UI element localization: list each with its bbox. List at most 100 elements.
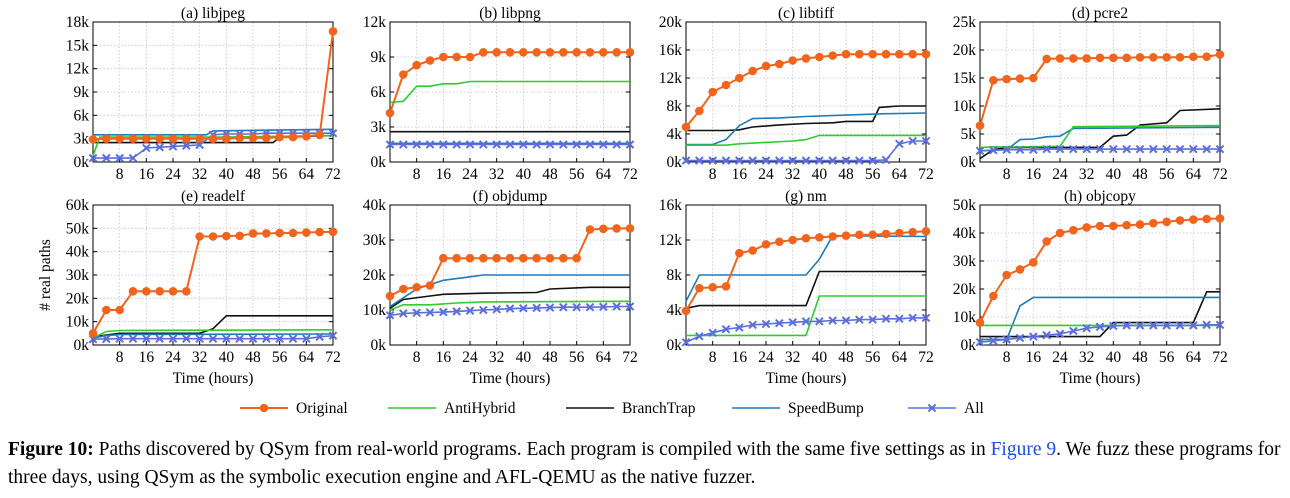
series-line-speedbump	[980, 296, 1220, 341]
x-tick-label: 16	[139, 349, 155, 366]
data-point-all	[681, 338, 691, 347]
chart-panel-a-libjpeg: 0k 3k 6k 9k 12k 15k 18k 8 16 24 32 40 48 56 64 72 (a) li…	[66, 5, 341, 183]
data-point-original	[1215, 214, 1225, 223]
legend-marker-circle	[259, 403, 269, 413]
data-point-original	[315, 130, 324, 140]
data-point-original	[828, 51, 837, 60]
data-point-all	[412, 140, 421, 149]
data-point-all	[881, 314, 891, 324]
y-tick-label: 40k	[363, 197, 387, 214]
series-line-original	[979, 53, 1221, 126]
chart-title: (d) pcre2	[1072, 5, 1128, 22]
data-point-all	[1055, 144, 1065, 154]
data-point-original	[1095, 221, 1105, 231]
data-point-all	[735, 156, 744, 165]
data-point-original	[1069, 54, 1078, 63]
data-point-original	[1149, 52, 1158, 62]
legend: Original AntiHybrid BranchTrap SpeedBump All	[240, 400, 984, 417]
data-point-original	[908, 227, 917, 237]
data-point-original	[908, 49, 917, 59]
x-tick-label: 40	[812, 166, 828, 183]
data-point-all	[908, 313, 917, 323]
data-point-all	[1042, 144, 1051, 154]
data-point-original	[115, 134, 124, 143]
data-point-original	[262, 133, 271, 143]
y-tick-label: 6k	[371, 84, 387, 101]
data-point-original	[975, 121, 985, 130]
data-point-original	[572, 48, 581, 57]
data-point-original	[262, 229, 271, 238]
y-tick-label: 15k	[953, 70, 977, 87]
data-point-all	[612, 140, 621, 149]
x-tick-label: 16	[732, 166, 748, 183]
x-tick-label: 16	[436, 166, 452, 183]
data-point-all	[425, 140, 435, 149]
data-point-all	[492, 140, 501, 149]
figure-9-link[interactable]: Figure 9	[990, 439, 1057, 460]
data-point-all	[385, 310, 395, 320]
y-tick-label: 20k	[953, 281, 977, 298]
y-tick-label: 10k	[953, 98, 977, 115]
x-tick-label: 40	[1106, 166, 1122, 183]
x-tick-label: 40	[1106, 349, 1122, 366]
data-point-original	[855, 49, 864, 59]
y-tick-label: 6k	[74, 107, 90, 124]
x-tick-label: 8	[1003, 349, 1011, 366]
data-point-original	[868, 230, 877, 240]
x-tick-label: 32	[192, 349, 208, 366]
data-point-original	[1149, 218, 1158, 228]
data-point-all	[1189, 144, 1198, 154]
figure-caption: Figure 10: Paths discovered by QSym from…	[8, 436, 1282, 492]
x-tick-label: 16	[1026, 349, 1042, 366]
data-point-all	[532, 303, 541, 313]
x-tick-label: 64	[596, 166, 612, 183]
data-point-all	[479, 305, 488, 315]
x-tick-label: 40	[812, 349, 828, 366]
data-point-original	[1109, 53, 1118, 63]
data-point-all	[545, 303, 555, 312]
data-point-original	[1189, 52, 1198, 62]
data-point-all	[708, 156, 717, 165]
data-point-all	[828, 156, 837, 165]
x-tick-label: 32	[489, 166, 505, 183]
data-point-all	[708, 328, 717, 338]
data-point-original	[1175, 52, 1185, 62]
data-point-original	[545, 253, 555, 263]
x-tick-label: 32	[489, 349, 505, 366]
data-point-original	[815, 233, 824, 242]
data-point-all	[102, 153, 111, 163]
data-point-original	[275, 228, 284, 238]
data-point-original	[585, 225, 595, 234]
x-tick-label: 24	[165, 166, 181, 183]
data-point-all	[315, 332, 324, 342]
data-point-all	[695, 156, 704, 165]
data-point-all	[572, 302, 581, 312]
data-point-original	[695, 106, 704, 116]
data-point-original	[182, 287, 191, 296]
data-point-all	[208, 334, 218, 344]
data-point-all	[775, 156, 784, 165]
data-point-original	[1109, 221, 1118, 231]
data-point-all	[721, 156, 731, 165]
data-point-original	[695, 283, 704, 293]
series-line-antihybrid	[389, 300, 631, 311]
data-point-all	[115, 334, 124, 344]
x-tick-label: 24	[1052, 166, 1068, 183]
chart-title: (g) nm	[785, 188, 827, 205]
x-tick-label: 72	[918, 166, 934, 183]
data-point-original	[142, 287, 151, 296]
chart-title: (f) objdump	[473, 188, 548, 205]
data-point-all	[1109, 144, 1118, 154]
data-point-all	[222, 334, 231, 344]
data-point-all	[721, 324, 731, 334]
data-point-all	[855, 315, 864, 324]
x-tick-label: 64	[299, 166, 315, 183]
caption-text-part1: Paths discovered by QSym from real-world…	[93, 439, 991, 460]
data-point-all	[1122, 144, 1131, 154]
series-line-speedbump	[686, 112, 927, 146]
data-point-original	[532, 253, 541, 263]
x-tick-label: 64	[892, 349, 908, 366]
x-tick-label: 32	[1079, 166, 1095, 183]
x-tick-label: 72	[918, 349, 934, 366]
x-tick-label: 48	[838, 349, 854, 366]
